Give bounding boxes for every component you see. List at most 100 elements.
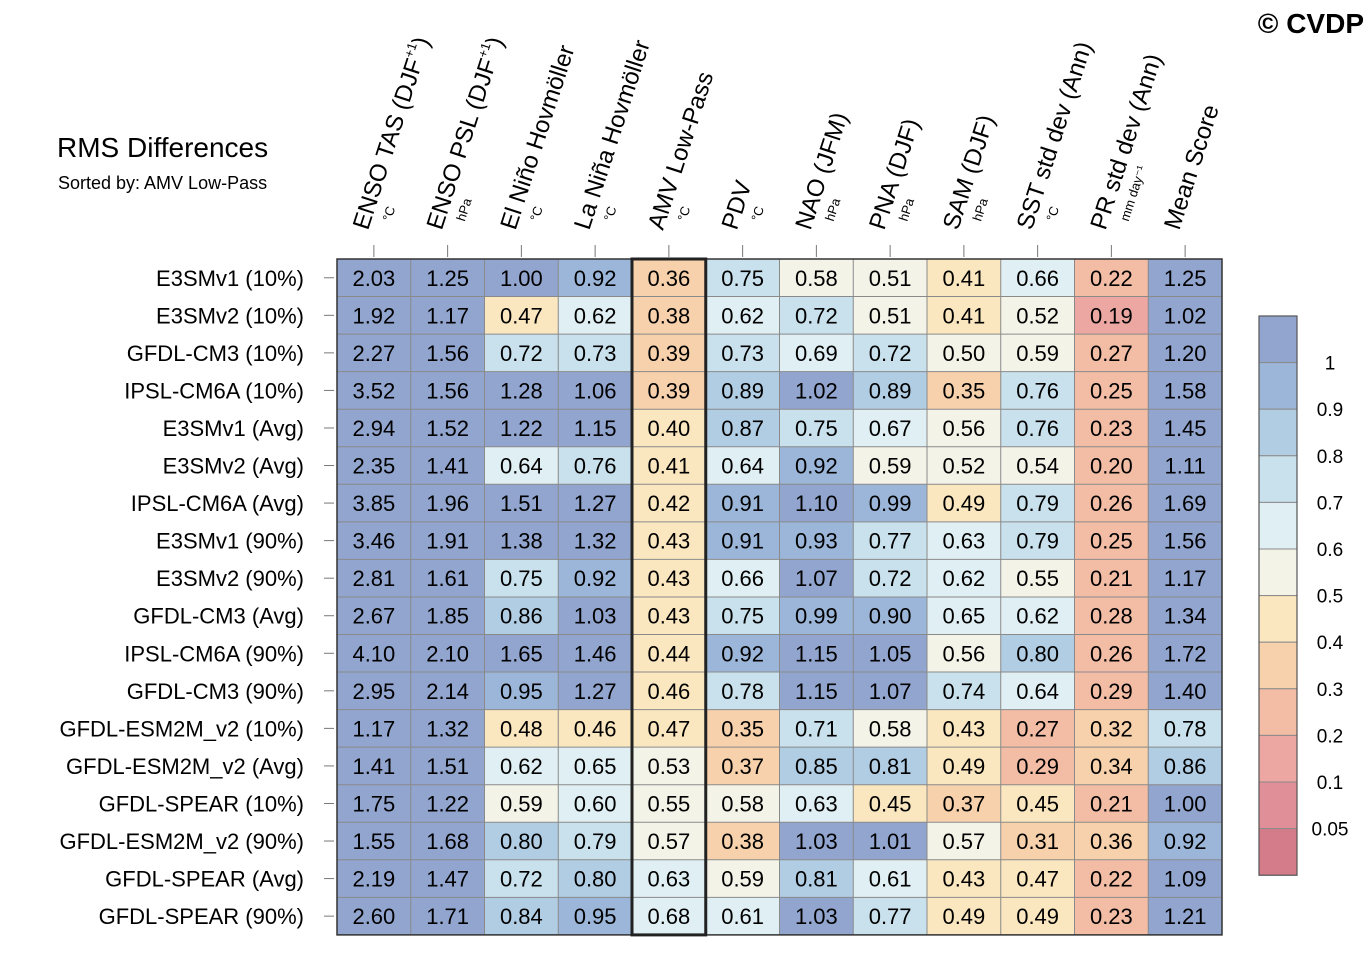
cell-value: 0.41	[647, 454, 690, 479]
cell-value: 0.50	[942, 341, 985, 366]
heatmap-cell	[705, 559, 780, 597]
heatmap-cell	[632, 634, 706, 673]
cell-value: 0.52	[1016, 303, 1059, 328]
row-label: IPSL-CM6A (10%)	[124, 378, 304, 403]
heatmap-cell	[1000, 409, 1075, 447]
colorbar-box	[1258, 781, 1298, 830]
cell-value: 0.99	[869, 491, 912, 516]
heatmap-frame	[336, 258, 1223, 936]
heatmap-cell	[779, 822, 854, 860]
cell-value: 1.06	[574, 378, 617, 403]
cell-value: 1.01	[869, 829, 912, 854]
column-header: El Niño Hovmöller	[495, 42, 580, 233]
heatmap-cell	[632, 334, 706, 372]
cell-value: 0.75	[721, 604, 764, 629]
cell-value: 0.45	[869, 791, 912, 816]
colorbar-box	[1258, 734, 1298, 783]
cell-value: 0.64	[500, 454, 543, 479]
cell-value: 0.80	[574, 867, 617, 892]
cell-value: 1.65	[500, 641, 543, 666]
cell-value: 1.17	[1164, 566, 1207, 591]
heatmap-cell	[484, 446, 559, 485]
heatmap-cell	[632, 259, 706, 297]
heatmap-cell	[1000, 822, 1075, 860]
heatmap-cell	[1148, 672, 1222, 710]
column-header-text: PNA (DJF)	[864, 115, 925, 232]
heatmap-cell	[337, 296, 411, 335]
cell-value: 1.32	[426, 716, 469, 741]
column-unit: hPa	[453, 196, 475, 223]
heatmap-cell	[1148, 334, 1222, 372]
heatmap-cell	[1074, 371, 1149, 410]
cell-value: 0.39	[647, 378, 690, 403]
cell-value: 0.79	[574, 829, 617, 854]
heatmap-cell	[853, 596, 927, 635]
heatmap-cell	[337, 672, 411, 710]
colorbar-label: 0.8	[1317, 447, 1343, 468]
heatmap-cell	[1074, 822, 1149, 860]
row-label: GFDL-SPEAR (10%)	[99, 791, 304, 816]
cell-value: 0.47	[500, 303, 543, 328]
heatmap-cell	[337, 521, 411, 560]
cell-value: 0.31	[1016, 829, 1059, 854]
cell-value: 2.94	[352, 416, 395, 441]
heatmap-cell	[705, 747, 780, 785]
heatmap-cell	[1148, 897, 1222, 935]
colorbar-label: 0.9	[1317, 400, 1343, 421]
cell-value: 1.15	[574, 416, 617, 441]
heatmap-cell	[1074, 559, 1149, 597]
heatmap-cell	[410, 672, 485, 710]
heatmap-cell	[927, 296, 1001, 335]
cell-value: 0.39	[647, 341, 690, 366]
colorbar-box	[1258, 362, 1298, 410]
cell-value: 1.92	[352, 303, 395, 328]
cell-value: 1.25	[426, 266, 469, 291]
cell-value: 0.27	[1016, 716, 1059, 741]
heatmap-cell	[410, 747, 485, 785]
cell-value: 0.49	[942, 491, 985, 516]
colorbar-box	[1258, 455, 1298, 503]
colorbar-box	[1258, 315, 1298, 364]
heatmap-cell	[1000, 371, 1075, 410]
cell-value: 0.45	[1016, 791, 1059, 816]
column-header: ENSO TAS (DJF+1)	[346, 33, 436, 233]
heatmap-cell	[853, 897, 927, 935]
cell-value: 0.87	[721, 416, 764, 441]
cell-value: 0.23	[1090, 904, 1133, 929]
heatmap-cell	[632, 521, 706, 560]
heatmap-cell	[705, 822, 780, 860]
heatmap-cell	[705, 634, 780, 673]
heatmap-cell	[1000, 559, 1075, 597]
cell-value: 0.49	[1016, 904, 1059, 929]
heatmap-cell	[484, 822, 559, 860]
heatmap-cell	[705, 371, 780, 410]
cell-value: 1.69	[1164, 491, 1207, 516]
heatmap-cell	[1148, 634, 1222, 673]
heatmap-cell	[337, 334, 411, 372]
heatmap-cell	[1000, 296, 1075, 335]
cell-value: 1.11	[1165, 454, 1206, 479]
cell-value: 1.40	[1164, 679, 1207, 704]
cell-value: 1.02	[1164, 303, 1207, 328]
cell-value: 1.27	[574, 491, 617, 516]
cell-value: 0.59	[1016, 341, 1059, 366]
heatmap-cell	[410, 559, 485, 597]
cell-value: 1.17	[352, 716, 395, 741]
cell-value: 0.59	[721, 867, 764, 892]
heatmap-cell	[1000, 747, 1075, 785]
heatmap-cell	[337, 747, 411, 785]
cell-value: 0.37	[942, 791, 985, 816]
heatmap-cell	[410, 296, 485, 335]
cell-value: 2.81	[352, 566, 395, 591]
cell-value: 0.75	[500, 566, 543, 591]
heatmap-cell	[337, 634, 411, 673]
heatmap-cell	[558, 596, 632, 635]
cell-value: 0.71	[795, 716, 838, 741]
heatmap-grid	[336, 258, 1223, 936]
sorted-column-highlight	[630, 257, 708, 937]
cell-value: 0.86	[1164, 754, 1207, 779]
cell-value: 0.29	[1016, 754, 1059, 779]
column-unit: °C	[674, 204, 693, 223]
cell-value: 1.56	[426, 341, 469, 366]
cell-value: 0.79	[1016, 529, 1059, 554]
